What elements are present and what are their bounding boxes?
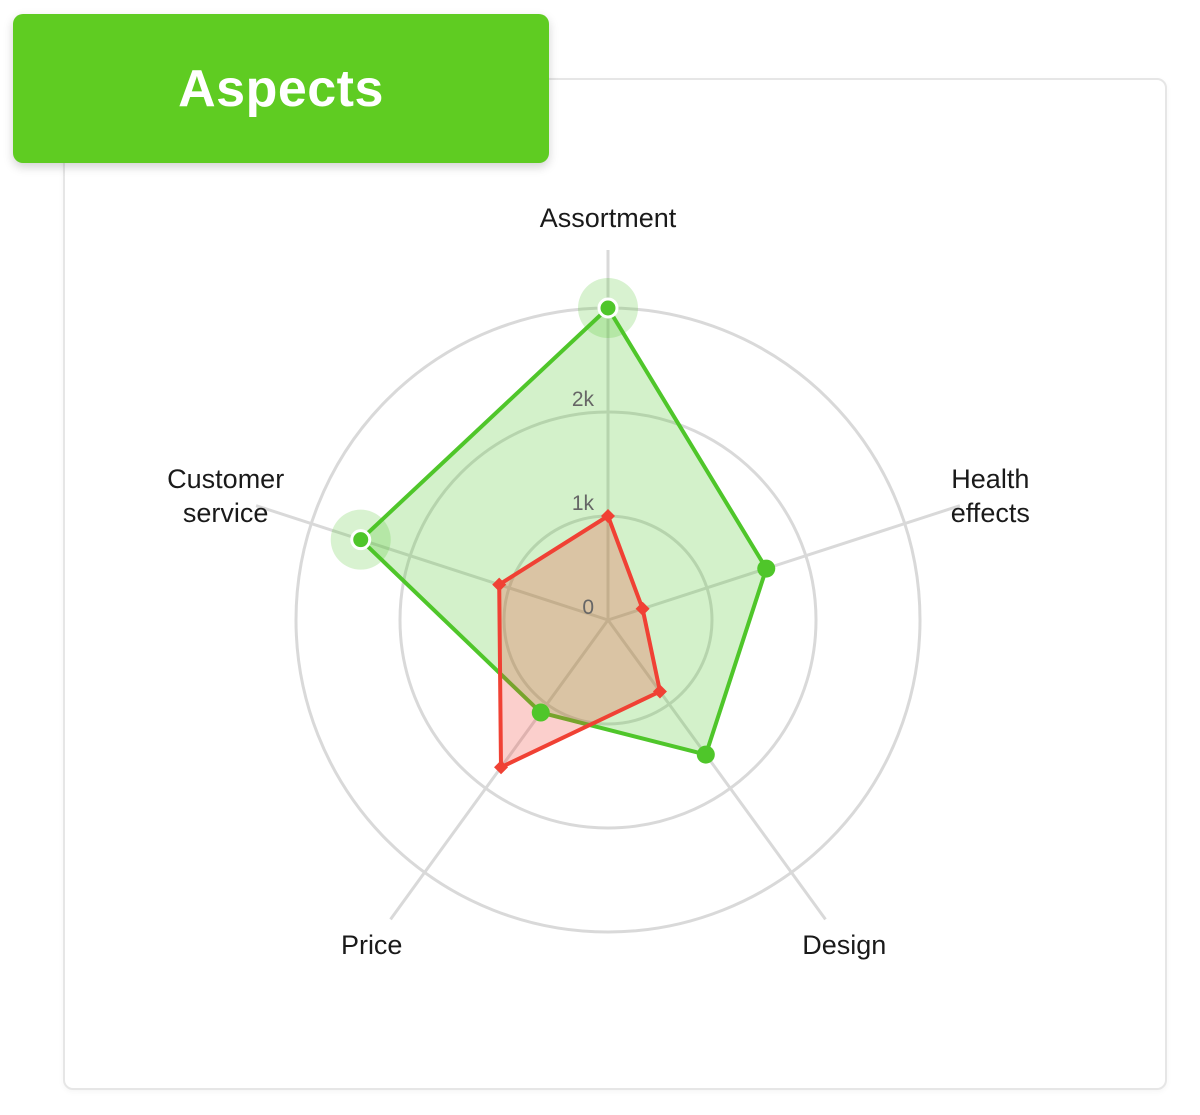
tick-label-1k: 1k	[572, 492, 595, 515]
radar-series	[330, 278, 776, 775]
page-title: Aspects	[178, 59, 384, 118]
series-2-point-4	[494, 760, 509, 775]
series-1-area	[358, 306, 769, 757]
axis-label-line: Customer	[167, 464, 284, 494]
axis-label-line: Design	[802, 930, 886, 960]
grid-spoke-2	[607, 504, 961, 622]
grid-spoke-5	[255, 504, 609, 622]
series-1-point-5	[350, 529, 372, 551]
axis-label-line: Health	[951, 464, 1029, 494]
series-1-point-4	[531, 703, 550, 722]
radar-labels: 0 1k 2k Assortment Health effects Design Price C…	[167, 203, 1030, 960]
series-2-point-3	[652, 684, 667, 699]
axis-label-line: Assortment	[540, 203, 677, 233]
grid-spoke-3	[606, 619, 827, 921]
axis-label-line: service	[183, 498, 269, 528]
axis-label-4: Price	[341, 930, 403, 960]
series-1-point-1	[597, 297, 619, 319]
series-1-point-2	[757, 559, 776, 578]
tick-label-0: 0	[582, 596, 594, 619]
axis-label-3: Design	[802, 930, 886, 960]
axis-label-1: Assortment	[540, 203, 677, 233]
chart-card	[63, 78, 1167, 1090]
series-2-point-2	[635, 601, 650, 616]
series-2-point-1	[601, 509, 615, 523]
axis-label-5: Customer service	[167, 464, 284, 528]
axis-label-line: effects	[951, 498, 1030, 528]
tick-label-2k: 2k	[572, 388, 595, 411]
axis-label-line: Price	[341, 930, 403, 960]
series-2-point-5	[492, 577, 507, 592]
axis-label-2: Health effects	[951, 464, 1030, 528]
series-1-point-3	[696, 745, 715, 764]
header-banner: Aspects	[13, 14, 549, 163]
